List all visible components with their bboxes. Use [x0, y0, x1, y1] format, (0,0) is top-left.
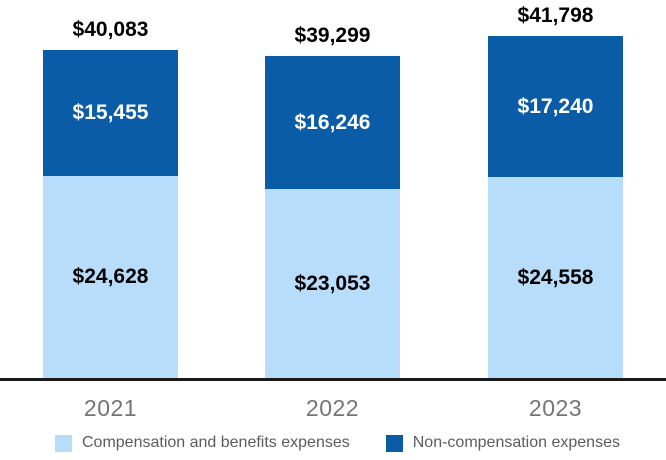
segment-non-compensation: $15,455	[43, 50, 178, 177]
legend-label: Compensation and benefits expenses	[82, 434, 350, 451]
segment-value-label: $23,053	[294, 271, 371, 295]
segment-compensation: $23,053	[265, 189, 400, 378]
x-axis-line	[0, 378, 666, 381]
total-label: $41,798	[517, 3, 594, 27]
segment-compensation: $24,628	[43, 176, 178, 378]
legend-label: Non-compensation expenses	[412, 434, 620, 451]
x-axis-label: 2022	[305, 395, 360, 421]
segment-value-label: $24,628	[72, 265, 149, 289]
legend-swatch-icon	[55, 434, 72, 452]
bar-group-2021: $40,083 $24,628 $15,455	[43, 0, 178, 378]
segment-value-label: $16,246	[294, 110, 371, 134]
plot-area: $40,083 $24,628 $15,455 $39,299 $23,053 $16,2…	[43, 0, 623, 378]
bar-group-2023: $41,798 $24,558 $17,240	[488, 0, 623, 378]
segment-value-label: $24,558	[517, 265, 594, 289]
legend: Compensation and benefits expenses Non-co…	[55, 434, 620, 452]
segment-non-compensation: $16,246	[265, 56, 400, 190]
segment-value-label: $15,455	[72, 101, 149, 125]
x-axis-label: 2023	[528, 395, 583, 421]
segment-compensation: $24,558	[488, 177, 623, 378]
segment-value-label: $17,240	[517, 94, 594, 118]
total-label: $39,299	[294, 24, 371, 48]
total-label: $40,083	[72, 18, 149, 41]
legend-swatch-icon	[385, 434, 403, 452]
segment-non-compensation: $17,240	[488, 35, 623, 178]
bar-group-2022: $39,299 $23,053 $16,246	[265, 0, 400, 378]
legend-item: Compensation and benefits expenses	[55, 434, 350, 452]
x-axis-label: 2021	[83, 395, 138, 421]
legend-item: Non-compensation expenses	[385, 434, 620, 452]
